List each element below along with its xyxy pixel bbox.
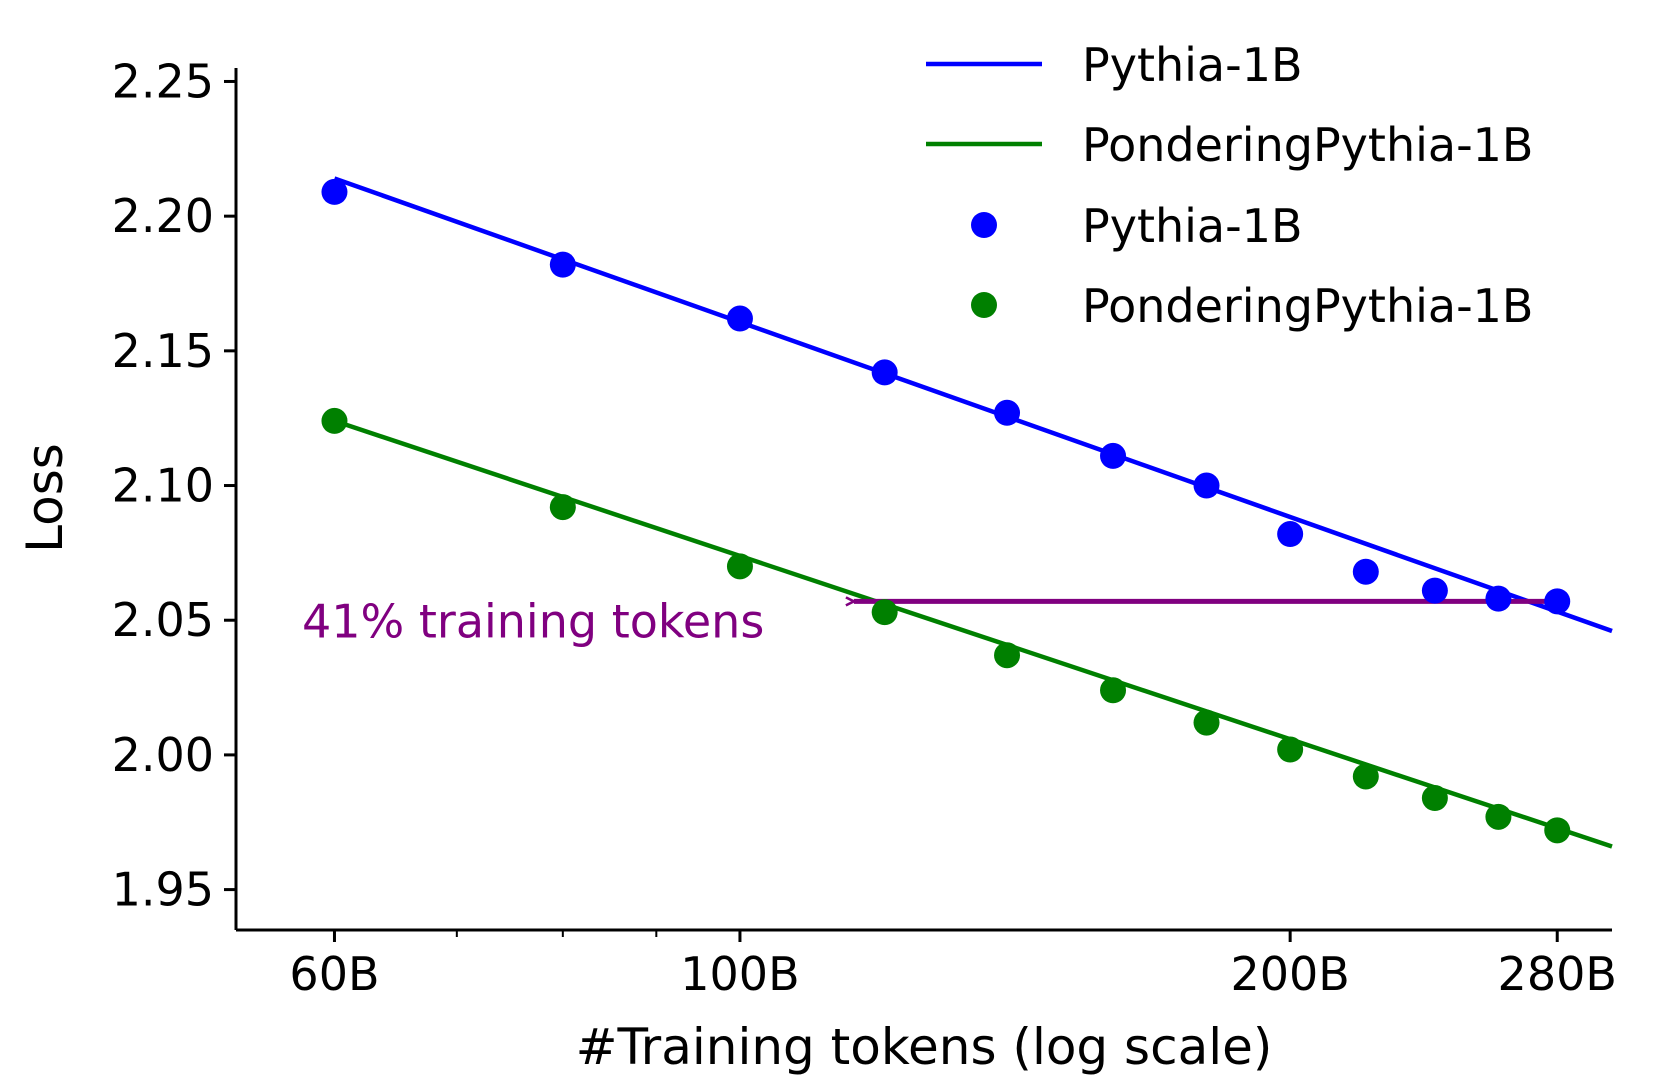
legend: Pythia-1B PonderingPythia-1B Pythia-1B Pond… bbox=[926, 38, 1534, 333]
y-tick-label: 2.10 bbox=[112, 459, 214, 513]
data-point-pythia-1b bbox=[1352, 558, 1379, 585]
data-points bbox=[321, 178, 1571, 844]
data-point-ponderingpythia-1b bbox=[1100, 677, 1127, 704]
data-point-ponderingpythia-1b bbox=[1485, 803, 1512, 830]
x-tick-label: 200B bbox=[1230, 947, 1349, 1001]
data-point-ponderingpythia-1b bbox=[1352, 763, 1379, 790]
data-point-pythia-1b bbox=[994, 399, 1021, 426]
legend-marker-swatch bbox=[971, 292, 997, 318]
y-tick-label: 2.00 bbox=[112, 728, 214, 782]
data-point-pythia-1b bbox=[1421, 577, 1448, 604]
data-point-ponderingpythia-1b bbox=[994, 642, 1021, 669]
fit-line-ponderingpythia-1b bbox=[333, 418, 1613, 849]
x-axis-title: #Training tokens (log scale) bbox=[576, 1018, 1273, 1076]
legend-label: PonderingPythia-1B bbox=[1082, 118, 1534, 172]
y-tick-label: 2.15 bbox=[112, 324, 214, 378]
y-ticks: 1.95 2.00 2.05 2.10 2.15 2.20 2.25 bbox=[112, 54, 236, 917]
data-point-ponderingpythia-1b bbox=[1544, 817, 1571, 844]
data-point-ponderingpythia-1b bbox=[726, 553, 753, 580]
data-point-pythia-1b bbox=[1544, 588, 1571, 615]
data-point-pythia-1b bbox=[1193, 472, 1220, 499]
data-point-ponderingpythia-1b bbox=[549, 494, 576, 521]
data-point-pythia-1b bbox=[1277, 521, 1304, 548]
legend-label: Pythia-1B bbox=[1082, 199, 1303, 253]
y-tick-label: 2.20 bbox=[112, 189, 214, 243]
legend-label: Pythia-1B bbox=[1082, 38, 1303, 92]
data-point-ponderingpythia-1b bbox=[1277, 736, 1304, 763]
data-point-pythia-1b bbox=[871, 359, 898, 386]
y-tick-label: 1.95 bbox=[112, 863, 214, 917]
x-ticks: 60B 100B 200B 280B bbox=[289, 930, 1617, 1001]
annotation-text: 41% training tokens bbox=[302, 594, 764, 648]
legend-marker-swatch bbox=[971, 212, 997, 238]
data-point-ponderingpythia-1b bbox=[1421, 785, 1448, 812]
fit-line-pythia-1b bbox=[333, 176, 1613, 634]
data-point-pythia-1b bbox=[321, 178, 348, 205]
x-tick-label: 100B bbox=[680, 947, 799, 1001]
data-point-pythia-1b bbox=[549, 251, 576, 278]
data-point-ponderingpythia-1b bbox=[1193, 709, 1220, 736]
data-point-pythia-1b bbox=[1100, 442, 1127, 469]
y-tick-label: 2.25 bbox=[112, 54, 214, 108]
x-tick-label: 280B bbox=[1498, 947, 1617, 1001]
data-point-ponderingpythia-1b bbox=[321, 407, 348, 434]
data-point-ponderingpythia-1b bbox=[871, 599, 898, 626]
data-point-pythia-1b bbox=[1485, 585, 1512, 612]
fit-lines bbox=[333, 176, 1613, 849]
y-axis-title: Loss bbox=[16, 443, 74, 553]
x-tick-label: 60B bbox=[289, 947, 379, 1001]
legend-label: PonderingPythia-1B bbox=[1082, 279, 1534, 333]
y-tick-label: 2.05 bbox=[112, 593, 214, 647]
data-point-pythia-1b bbox=[726, 305, 753, 332]
